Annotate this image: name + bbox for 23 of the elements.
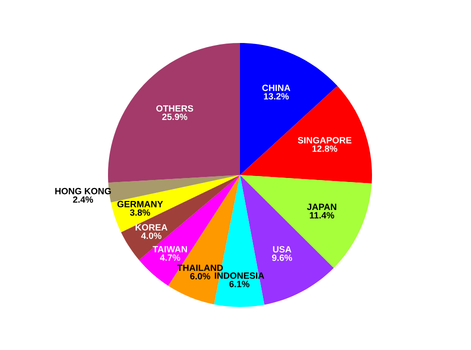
data-label: 9.6% <box>272 254 292 261</box>
data-label: 25.9% <box>162 114 188 120</box>
data-label: 4.0% <box>141 232 162 239</box>
data-label: 12.8% <box>312 145 338 152</box>
pie-slice <box>110 175 240 232</box>
data-label: 2.4% <box>73 196 94 203</box>
data-label: 4.7% <box>160 254 180 261</box>
slice-label: USA <box>273 246 292 253</box>
data-label: 6.0% <box>190 273 210 280</box>
pie-slice <box>240 175 372 268</box>
data-label: 3.8% <box>130 209 150 216</box>
slice-label: OTHERS <box>156 105 194 112</box>
slice-label: KOREA <box>136 224 168 231</box>
slice-label: SINGAPORE <box>298 137 352 144</box>
data-label: 6.1% <box>229 280 250 288</box>
data-label: 13.2% <box>264 93 289 100</box>
pie-slice <box>108 43 240 183</box>
pie-slice <box>240 86 372 184</box>
data-label: 11.4% <box>310 212 334 218</box>
slice-label: JAPAN <box>307 204 336 210</box>
slice-label: CHINA <box>262 84 290 92</box>
slice-label: TAIWAN <box>152 246 187 252</box>
slice-label: GERMANY <box>117 200 163 208</box>
